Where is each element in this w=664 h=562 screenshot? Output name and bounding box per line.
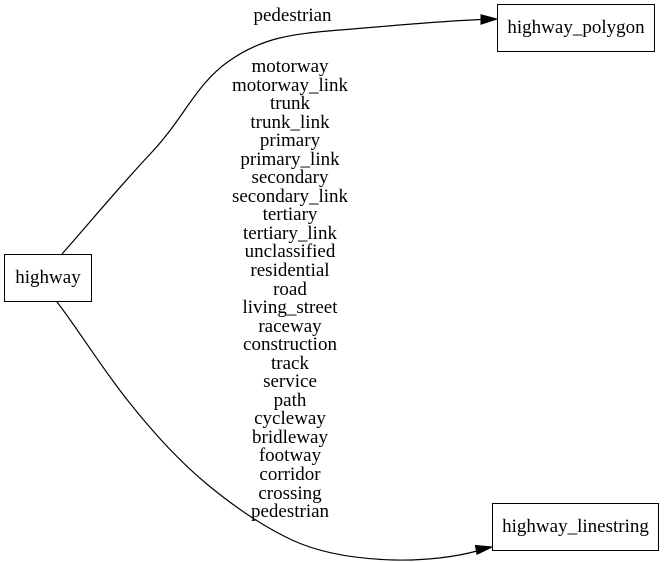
node-highway-linestring: highway_linestring [492, 503, 659, 551]
node-highway-polygon: highway_polygon [497, 4, 655, 52]
edge-label-pedestrian: pedestrian [253, 5, 332, 26]
arrowhead-polygon-edge-icon [480, 14, 499, 25]
arrowhead-linestring-edge-icon [474, 544, 494, 556]
node-highway: highway [4, 254, 92, 302]
edge-label-linestring-values: motorway motorway_link trunk trunk_link … [231, 56, 349, 523]
